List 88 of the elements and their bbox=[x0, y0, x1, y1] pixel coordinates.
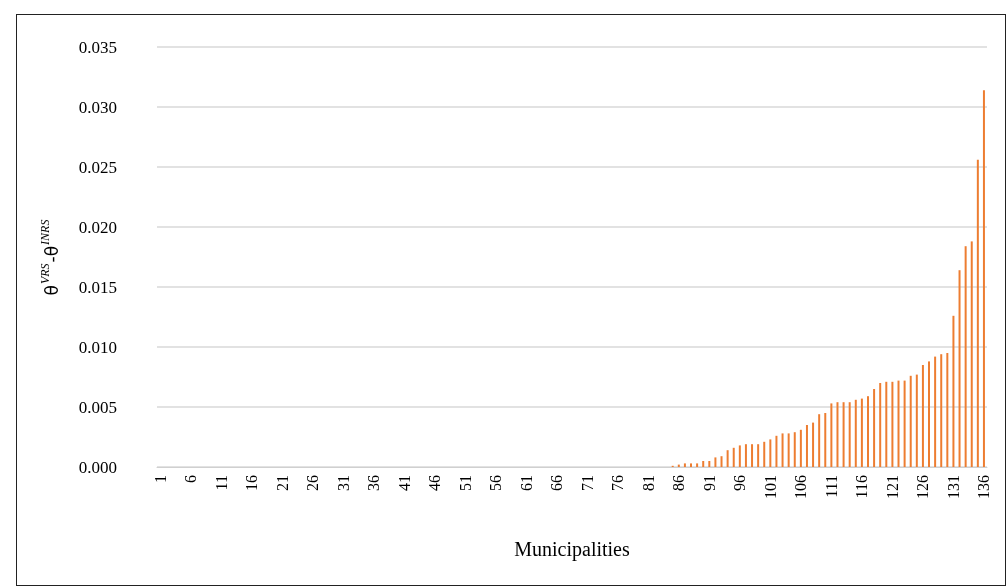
x-tick-label: 21 bbox=[273, 475, 291, 491]
x-tick-label: 1 bbox=[151, 475, 169, 483]
x-tick-label: 96 bbox=[731, 475, 749, 491]
bar bbox=[787, 433, 790, 467]
bar bbox=[842, 402, 845, 467]
bar bbox=[738, 445, 741, 467]
bar bbox=[757, 444, 760, 467]
x-tick-label: 116 bbox=[853, 475, 871, 499]
bar bbox=[848, 402, 851, 467]
bar bbox=[726, 450, 729, 467]
x-tick-label: 111 bbox=[822, 475, 840, 498]
bar bbox=[976, 159, 979, 467]
x-tick-label: 101 bbox=[761, 475, 779, 499]
x-tick-label: 16 bbox=[243, 475, 261, 491]
bar bbox=[940, 354, 943, 467]
bar bbox=[897, 380, 900, 467]
y-tick-label: 0.030 bbox=[78, 97, 117, 117]
y-tick-label: 0.000 bbox=[78, 457, 117, 477]
bar bbox=[805, 425, 808, 467]
bar bbox=[836, 402, 839, 467]
bar bbox=[921, 365, 924, 467]
bar bbox=[891, 381, 894, 467]
y-tick-label: 0.020 bbox=[78, 217, 117, 237]
bar bbox=[708, 461, 711, 467]
bar bbox=[702, 461, 705, 467]
x-tick-label: 121 bbox=[883, 475, 901, 499]
x-tick-label: 76 bbox=[609, 475, 627, 491]
x-tick-label: 26 bbox=[304, 475, 322, 491]
bar bbox=[751, 444, 754, 467]
bar bbox=[873, 389, 876, 467]
x-tick-label: 56 bbox=[487, 475, 505, 491]
x-tick-label: 106 bbox=[792, 475, 810, 499]
x-tick-label: 86 bbox=[670, 475, 688, 491]
x-tick-label: 126 bbox=[914, 475, 932, 499]
bar bbox=[879, 383, 882, 467]
bar bbox=[696, 463, 699, 467]
bar bbox=[683, 463, 686, 467]
bar bbox=[946, 353, 949, 467]
y-tick-label: 0.010 bbox=[78, 337, 117, 357]
x-axis-title: Municipalities bbox=[514, 538, 630, 561]
bar bbox=[769, 439, 772, 467]
y-tick-label: 0.005 bbox=[78, 397, 117, 417]
bar bbox=[915, 374, 918, 467]
bar bbox=[982, 90, 985, 467]
bar bbox=[732, 447, 735, 467]
bar bbox=[793, 432, 796, 467]
x-tick-label: 131 bbox=[944, 475, 962, 499]
y-tick-label: 0.025 bbox=[78, 157, 117, 177]
x-tick-label: 41 bbox=[395, 475, 413, 491]
bar bbox=[818, 414, 821, 467]
bar bbox=[952, 315, 955, 467]
bar bbox=[775, 435, 778, 467]
x-tick-label: 31 bbox=[334, 475, 352, 491]
bar bbox=[885, 381, 888, 467]
bar bbox=[714, 457, 717, 467]
bar bbox=[854, 399, 857, 467]
bar bbox=[964, 246, 967, 467]
bar bbox=[812, 422, 815, 467]
x-tick-label: 61 bbox=[517, 475, 535, 491]
x-tick-label: 71 bbox=[578, 475, 596, 491]
x-tick-label: 46 bbox=[426, 475, 444, 491]
x-tick-label: 6 bbox=[182, 475, 200, 483]
x-tick-label: 51 bbox=[456, 475, 474, 491]
bar bbox=[934, 356, 937, 467]
bar bbox=[830, 403, 833, 467]
bar bbox=[824, 413, 827, 467]
x-tick-label: 66 bbox=[548, 475, 566, 491]
bar bbox=[763, 441, 766, 467]
bar bbox=[781, 433, 784, 467]
bar bbox=[799, 429, 802, 467]
bar bbox=[909, 375, 912, 467]
x-tick-label: 81 bbox=[639, 475, 657, 491]
bar bbox=[970, 241, 973, 467]
bar bbox=[866, 396, 869, 467]
x-tick-label: 11 bbox=[212, 475, 230, 491]
x-tick-label: 91 bbox=[700, 475, 718, 491]
bar bbox=[720, 456, 723, 467]
bar bbox=[860, 398, 863, 467]
x-tick-label: 36 bbox=[365, 475, 383, 491]
bar bbox=[928, 361, 931, 467]
bar bbox=[958, 270, 961, 467]
bar bbox=[903, 380, 906, 467]
x-tick-label: 136 bbox=[975, 475, 993, 499]
y-axis-title: θVRS-θINRS bbox=[38, 219, 62, 296]
bar bbox=[690, 463, 693, 467]
y-tick-label: 0.035 bbox=[78, 37, 117, 57]
bar bbox=[744, 444, 747, 467]
y-tick-label: 0.015 bbox=[78, 277, 117, 297]
